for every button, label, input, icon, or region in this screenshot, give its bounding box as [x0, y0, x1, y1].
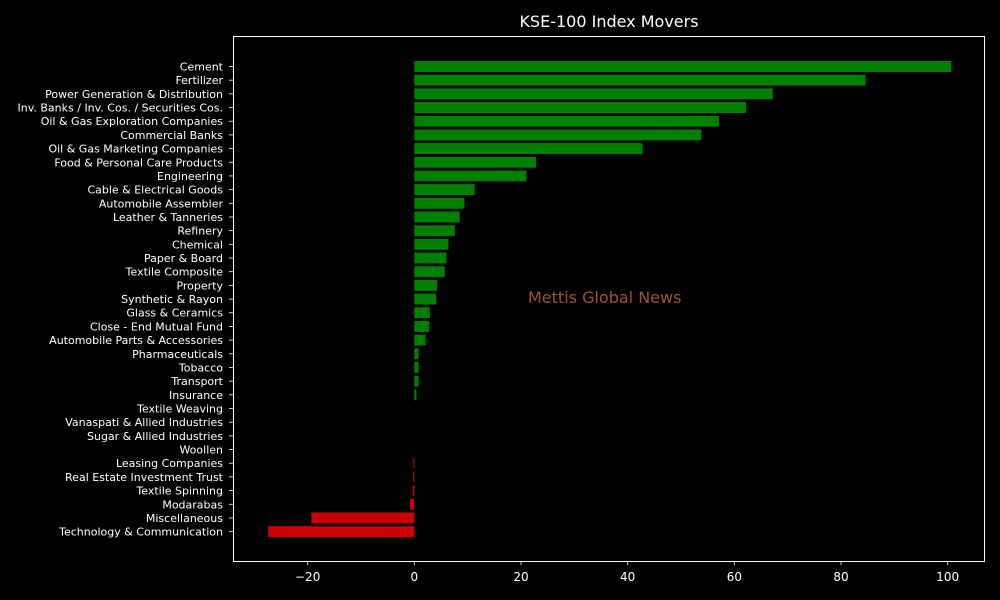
bar — [414, 197, 465, 209]
bar — [414, 102, 747, 113]
category-label: Commercial Banks — [120, 129, 223, 142]
category-label: Woollen — [179, 444, 223, 457]
category-label: Automobile Parts & Accessories — [49, 334, 223, 347]
category-label: Oil & Gas Exploration Companies — [41, 115, 224, 128]
bar — [412, 485, 415, 497]
bar — [414, 88, 773, 100]
watermark: Mettis Global News — [528, 288, 682, 307]
bar — [414, 156, 536, 168]
category-label: Miscellaneous — [146, 512, 223, 525]
bar — [414, 143, 643, 155]
bar — [311, 512, 415, 524]
x-tick-label: 80 — [833, 570, 848, 584]
category-label: Paper & Board — [144, 252, 223, 265]
bar — [414, 211, 460, 223]
bar — [413, 471, 415, 483]
x-tick-label: −20 — [295, 570, 320, 584]
x-tick-label: 40 — [620, 570, 635, 584]
category-label: Cable & Electrical Goods — [87, 184, 223, 197]
bar — [414, 61, 952, 72]
bar — [414, 293, 437, 305]
category-label: Close - End Mutual Fund — [90, 320, 223, 333]
category-label: Tobacco — [178, 361, 223, 374]
bar — [414, 184, 475, 196]
bar — [414, 389, 417, 401]
category-label: Pharmaceuticals — [132, 348, 223, 361]
bar — [410, 498, 415, 510]
category-label: Sugar & Allied Industries — [87, 430, 223, 443]
bar — [413, 457, 415, 469]
chart-title: KSE-100 Index Movers — [519, 12, 699, 31]
x-axis-ticks: −20 0 20 40 60 80 100 — [295, 561, 959, 584]
bar — [414, 170, 527, 182]
category-label: Transport — [170, 375, 223, 388]
category-label: Chemical — [172, 238, 223, 251]
category-label: Insurance — [169, 389, 223, 402]
category-label: Glass & Ceramics — [126, 307, 223, 320]
category-label: Leasing Companies — [116, 457, 223, 470]
category-label: Textile Spinning — [135, 485, 223, 498]
bar — [414, 74, 866, 86]
category-label: Synthetic & Rayon — [121, 293, 223, 306]
category-label: Technology & Communication — [58, 526, 223, 539]
category-label: Modarabas — [162, 498, 223, 511]
bar — [414, 225, 455, 237]
category-label: Fertilizer — [175, 74, 223, 87]
bars-group — [268, 61, 952, 538]
bar — [414, 375, 419, 387]
bar — [414, 279, 438, 291]
bar — [414, 320, 430, 332]
x-tick-label: 0 — [411, 570, 419, 584]
category-label: Real Estate Investment Trust — [65, 471, 224, 484]
category-label: Property — [176, 279, 223, 292]
category-label: Refinery — [177, 225, 223, 238]
bar — [414, 362, 419, 373]
category-label: Cement — [180, 61, 224, 74]
bar — [414, 307, 430, 319]
bar — [414, 129, 702, 141]
bar — [414, 266, 445, 278]
category-label: Leather & Tanneries — [113, 211, 223, 224]
category-label: Power Generation & Distribution — [45, 88, 223, 101]
category-label: Vanaspati & Allied Industries — [65, 416, 223, 429]
bar — [414, 348, 419, 360]
category-label: Textile Weaving — [136, 403, 223, 416]
bar — [414, 115, 719, 127]
category-label: Food & Personal Care Products — [54, 156, 223, 169]
category-label: Oil & Gas Marketing Companies — [48, 143, 223, 156]
bar — [414, 334, 426, 346]
category-label: Automobile Assembler — [99, 197, 224, 210]
x-tick-label: 60 — [727, 570, 742, 584]
bar — [414, 252, 447, 264]
plot-frame — [233, 36, 985, 562]
x-tick-label: 100 — [936, 570, 959, 584]
category-label: Engineering — [157, 170, 223, 183]
category-label: Inv. Banks / Inv. Cos. / Securities Cos. — [18, 102, 223, 115]
bar — [268, 526, 415, 538]
bar — [414, 238, 449, 250]
category-label: Textile Composite — [125, 266, 224, 279]
x-tick-label: 20 — [513, 570, 528, 584]
